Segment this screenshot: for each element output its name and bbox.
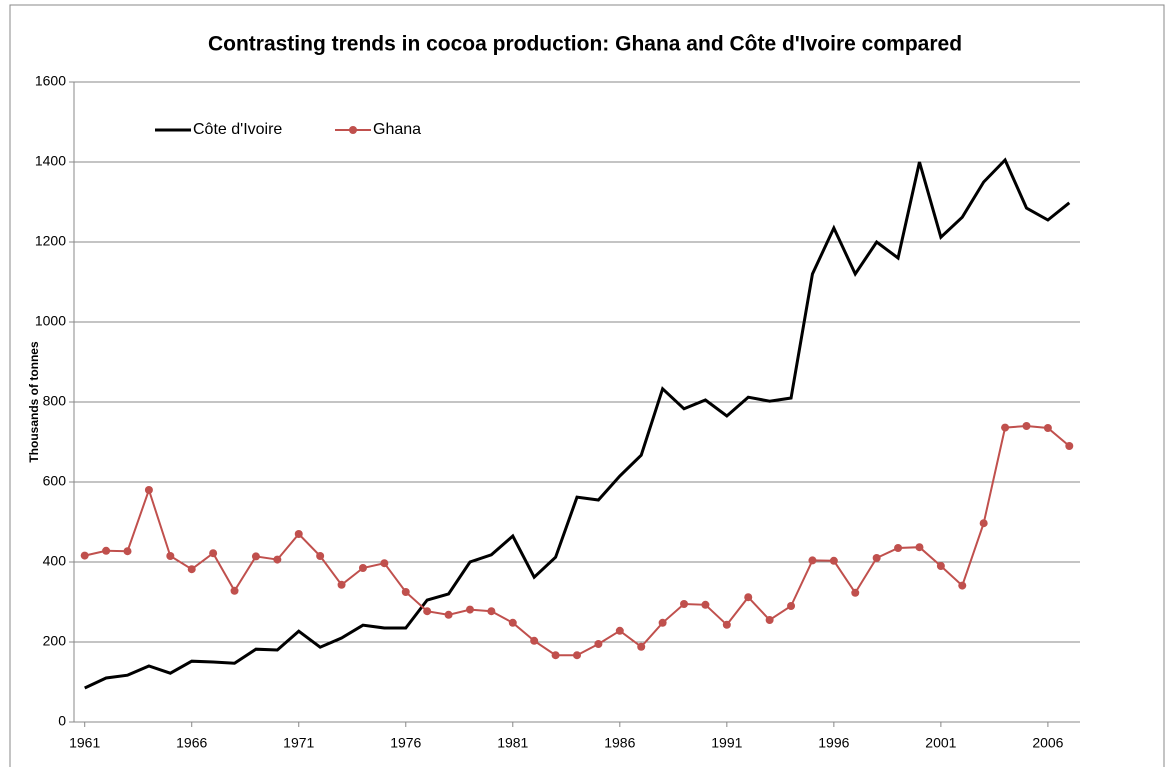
series-marker — [444, 610, 453, 619]
series-marker — [573, 651, 581, 660]
series-marker — [808, 556, 817, 565]
x-tick-label: 1991 — [711, 735, 742, 751]
series-marker — [1065, 442, 1074, 450]
series-marker — [80, 551, 89, 560]
series-marker — [979, 519, 988, 528]
x-tick-label: 1996 — [818, 735, 849, 751]
series-marker — [273, 555, 282, 564]
x-tick-label: 1976 — [390, 735, 421, 751]
series-marker — [166, 552, 175, 560]
y-tick-label: 1000 — [35, 313, 66, 329]
series-marker — [1043, 424, 1052, 432]
series-marker — [530, 636, 539, 645]
series-marker — [144, 486, 153, 494]
x-tick-label: 2006 — [1032, 735, 1063, 751]
series-marker — [765, 616, 774, 624]
series-marker — [915, 543, 924, 552]
series-marker — [551, 651, 560, 660]
series-marker — [358, 564, 367, 572]
series-marker — [423, 607, 432, 616]
y-tick-label: 400 — [43, 553, 67, 569]
series-marker — [251, 552, 260, 561]
x-tick-label: 1986 — [604, 735, 635, 751]
series-marker — [508, 618, 517, 627]
series-marker — [1022, 422, 1031, 430]
series-marker — [294, 530, 303, 538]
y-tick-label: 600 — [43, 473, 67, 489]
series-marker — [102, 546, 111, 555]
series-marker — [701, 600, 710, 609]
series-marker — [680, 600, 689, 608]
series-marker — [123, 547, 132, 556]
series-marker — [851, 588, 860, 597]
y-tick-label: 1600 — [35, 73, 66, 89]
series-marker — [894, 544, 903, 552]
series-marker — [337, 580, 346, 589]
series-marker — [658, 618, 667, 627]
series-marker — [615, 626, 624, 635]
y-tick-label: 800 — [43, 393, 67, 409]
series-marker — [1001, 423, 1010, 432]
series-marker — [487, 607, 496, 616]
series-marker — [594, 640, 603, 648]
series-marker — [829, 556, 838, 565]
chart-title: Contrasting trends in cocoa production: … — [208, 33, 962, 56]
legend-marker — [349, 126, 357, 134]
chart-frame — [9, 4, 1165, 767]
legend-label: Ghana — [373, 121, 421, 138]
x-tick-label: 1966 — [176, 735, 207, 751]
series-marker — [187, 565, 196, 574]
series-marker — [958, 581, 967, 590]
series-marker — [465, 605, 474, 614]
series-marker — [722, 620, 731, 629]
series-marker — [872, 554, 881, 562]
series-marker — [230, 586, 239, 595]
series-marker — [380, 559, 389, 568]
series-marker — [401, 588, 410, 596]
series-marker — [744, 593, 753, 602]
y-tick-label: 1400 — [35, 153, 66, 169]
series-marker — [936, 562, 945, 570]
series-marker — [209, 549, 218, 558]
y-tick-label: 200 — [43, 633, 67, 649]
x-tick-label: 1961 — [69, 735, 100, 751]
x-tick-label: 1971 — [283, 735, 314, 751]
x-tick-label: 1981 — [497, 735, 528, 751]
legend-label: Côte d'Ivoire — [193, 121, 282, 138]
y-tick-label: 1200 — [35, 233, 66, 249]
series-marker — [787, 602, 796, 610]
series-marker — [637, 642, 646, 651]
y-tick-label: 0 — [58, 713, 66, 729]
series-line — [84, 157, 1071, 690]
series-marker — [316, 552, 325, 560]
x-tick-label: 2001 — [925, 735, 956, 751]
y-axis-label: Thousands of tonnes — [27, 341, 41, 463]
